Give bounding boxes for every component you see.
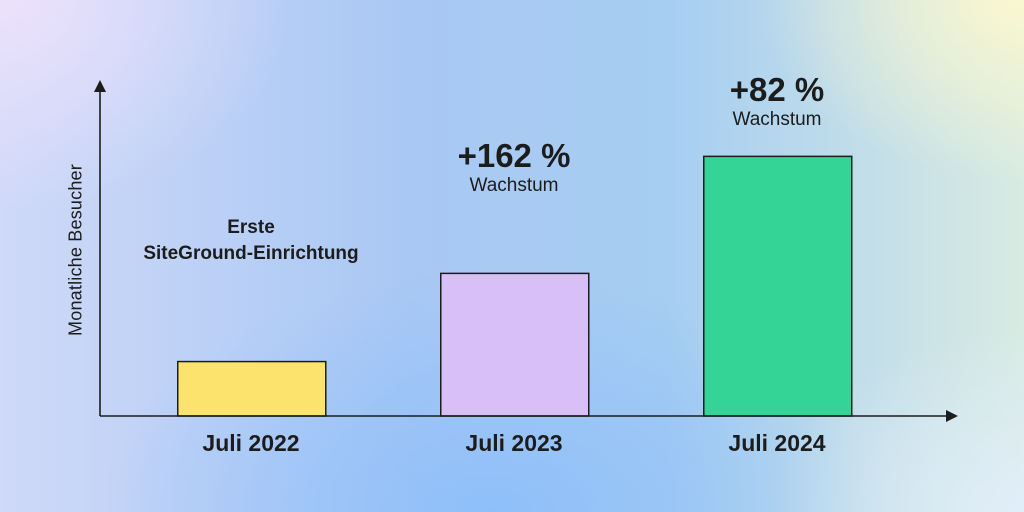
bar-juli-2024 xyxy=(703,155,853,417)
growth-value-2024: +82 % xyxy=(729,71,825,108)
annotation-setup-line-2: SiteGround-Einrichtung xyxy=(143,243,359,264)
x-axis-arrow-icon xyxy=(946,410,958,422)
annotation-setup-line-1: Erste xyxy=(227,217,275,238)
annotation-growth-2024: +82 % Wachstum xyxy=(617,71,937,131)
x-tick-label-juli-2023: Juli 2023 xyxy=(465,430,563,456)
y-axis-arrow-icon xyxy=(94,80,106,92)
annotation-initial-setup: Erste SiteGround-Einrichtung xyxy=(91,215,411,267)
growth-label-2024: Wachstum xyxy=(732,109,822,130)
growth-label-2023: Wachstum xyxy=(469,175,559,196)
bar-juli-2023 xyxy=(440,272,590,417)
x-tick-label-juli-2024: Juli 2024 xyxy=(728,430,826,456)
bar-juli-2022 xyxy=(177,360,327,417)
annotation-growth-2023: +162 % Wachstum xyxy=(354,137,674,197)
growth-value-2023: +162 % xyxy=(457,137,571,174)
y-axis-label: Monatliche Besucher xyxy=(65,164,86,336)
x-tick-label-juli-2022: Juli 2022 xyxy=(202,430,300,456)
